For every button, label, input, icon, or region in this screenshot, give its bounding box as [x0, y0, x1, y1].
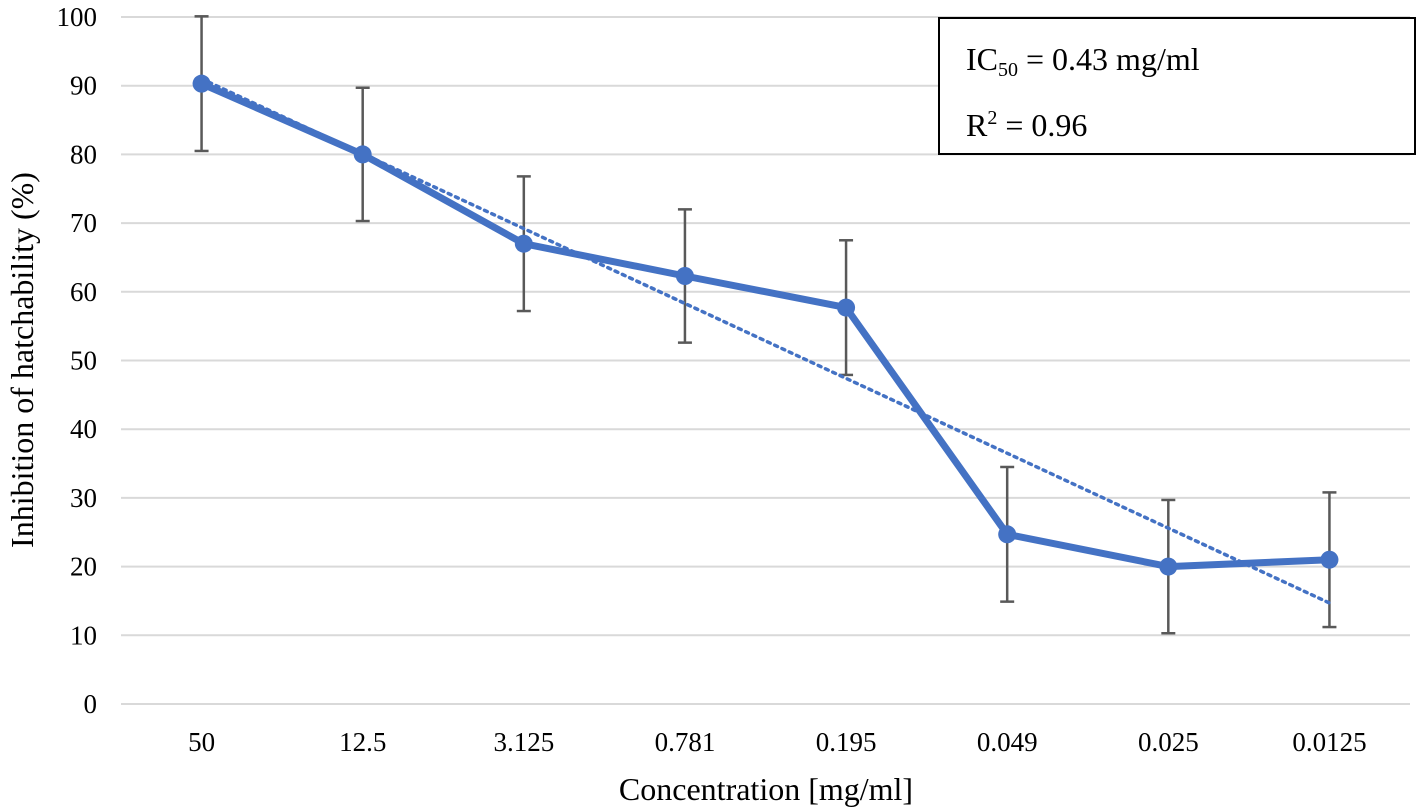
data-point-6	[1159, 557, 1178, 576]
ic50-value: = 0.43 mg/ml	[1018, 41, 1200, 77]
data-point-5	[998, 525, 1017, 544]
x-tick-label-6: 0.025	[1138, 727, 1199, 757]
data-point-2	[514, 234, 533, 253]
y-tick-label-90: 90	[70, 71, 97, 101]
r2-label: R	[966, 107, 988, 143]
data-point-4	[837, 298, 856, 317]
y-tick-label-40: 40	[70, 414, 97, 444]
r2-superscript: 2	[987, 107, 998, 129]
stats-annotation-box: IC50 = 0.43 mg/ml R2 = 0.96	[938, 17, 1416, 155]
y-tick-label-60: 60	[70, 277, 97, 307]
r2-value: = 0.96	[997, 107, 1088, 143]
data-series	[192, 74, 1339, 576]
y-tick-label-0: 0	[84, 689, 98, 719]
data-point-7	[1320, 550, 1339, 569]
x-tick-label-1: 12.5	[339, 727, 386, 757]
x-tick-label-2: 3.125	[493, 727, 554, 757]
data-point-3	[675, 266, 694, 285]
y-tick-label-20: 20	[70, 552, 97, 582]
ic50-annotation: IC50 = 0.43 mg/ml	[966, 41, 1200, 82]
y-tick-label-100: 100	[57, 2, 98, 32]
data-point-1	[353, 145, 372, 164]
y-tick-label-70: 70	[70, 208, 97, 238]
x-axis-ticks: 50 12.5 3.125 0.781 0.195 0.049 0.025 0.0125	[188, 727, 1367, 757]
y-axis-ticks: 0 10 20 30 40 50 60 70 80 90 100	[57, 2, 98, 719]
data-point-0	[192, 74, 211, 93]
y-tick-label-50: 50	[70, 346, 97, 376]
x-tick-label-0: 50	[188, 727, 215, 757]
x-tick-label-4: 0.195	[816, 727, 877, 757]
ic50-label: IC	[966, 41, 998, 77]
x-axis-title: Concentration [mg/ml]	[619, 771, 913, 807]
series-line	[198, 80, 1333, 571]
y-tick-label-80: 80	[70, 139, 97, 169]
ic50-subscript: 50	[998, 59, 1018, 81]
r2-annotation: R2 = 0.96	[966, 107, 1087, 144]
y-tick-label-30: 30	[70, 483, 97, 513]
x-tick-label-5: 0.049	[977, 727, 1038, 757]
x-tick-label-3: 0.781	[655, 727, 716, 757]
y-tick-label-10: 10	[70, 620, 97, 650]
y-axis-title: Inhibition of hatchability (%)	[4, 172, 40, 548]
x-tick-label-7: 0.0125	[1292, 727, 1366, 757]
